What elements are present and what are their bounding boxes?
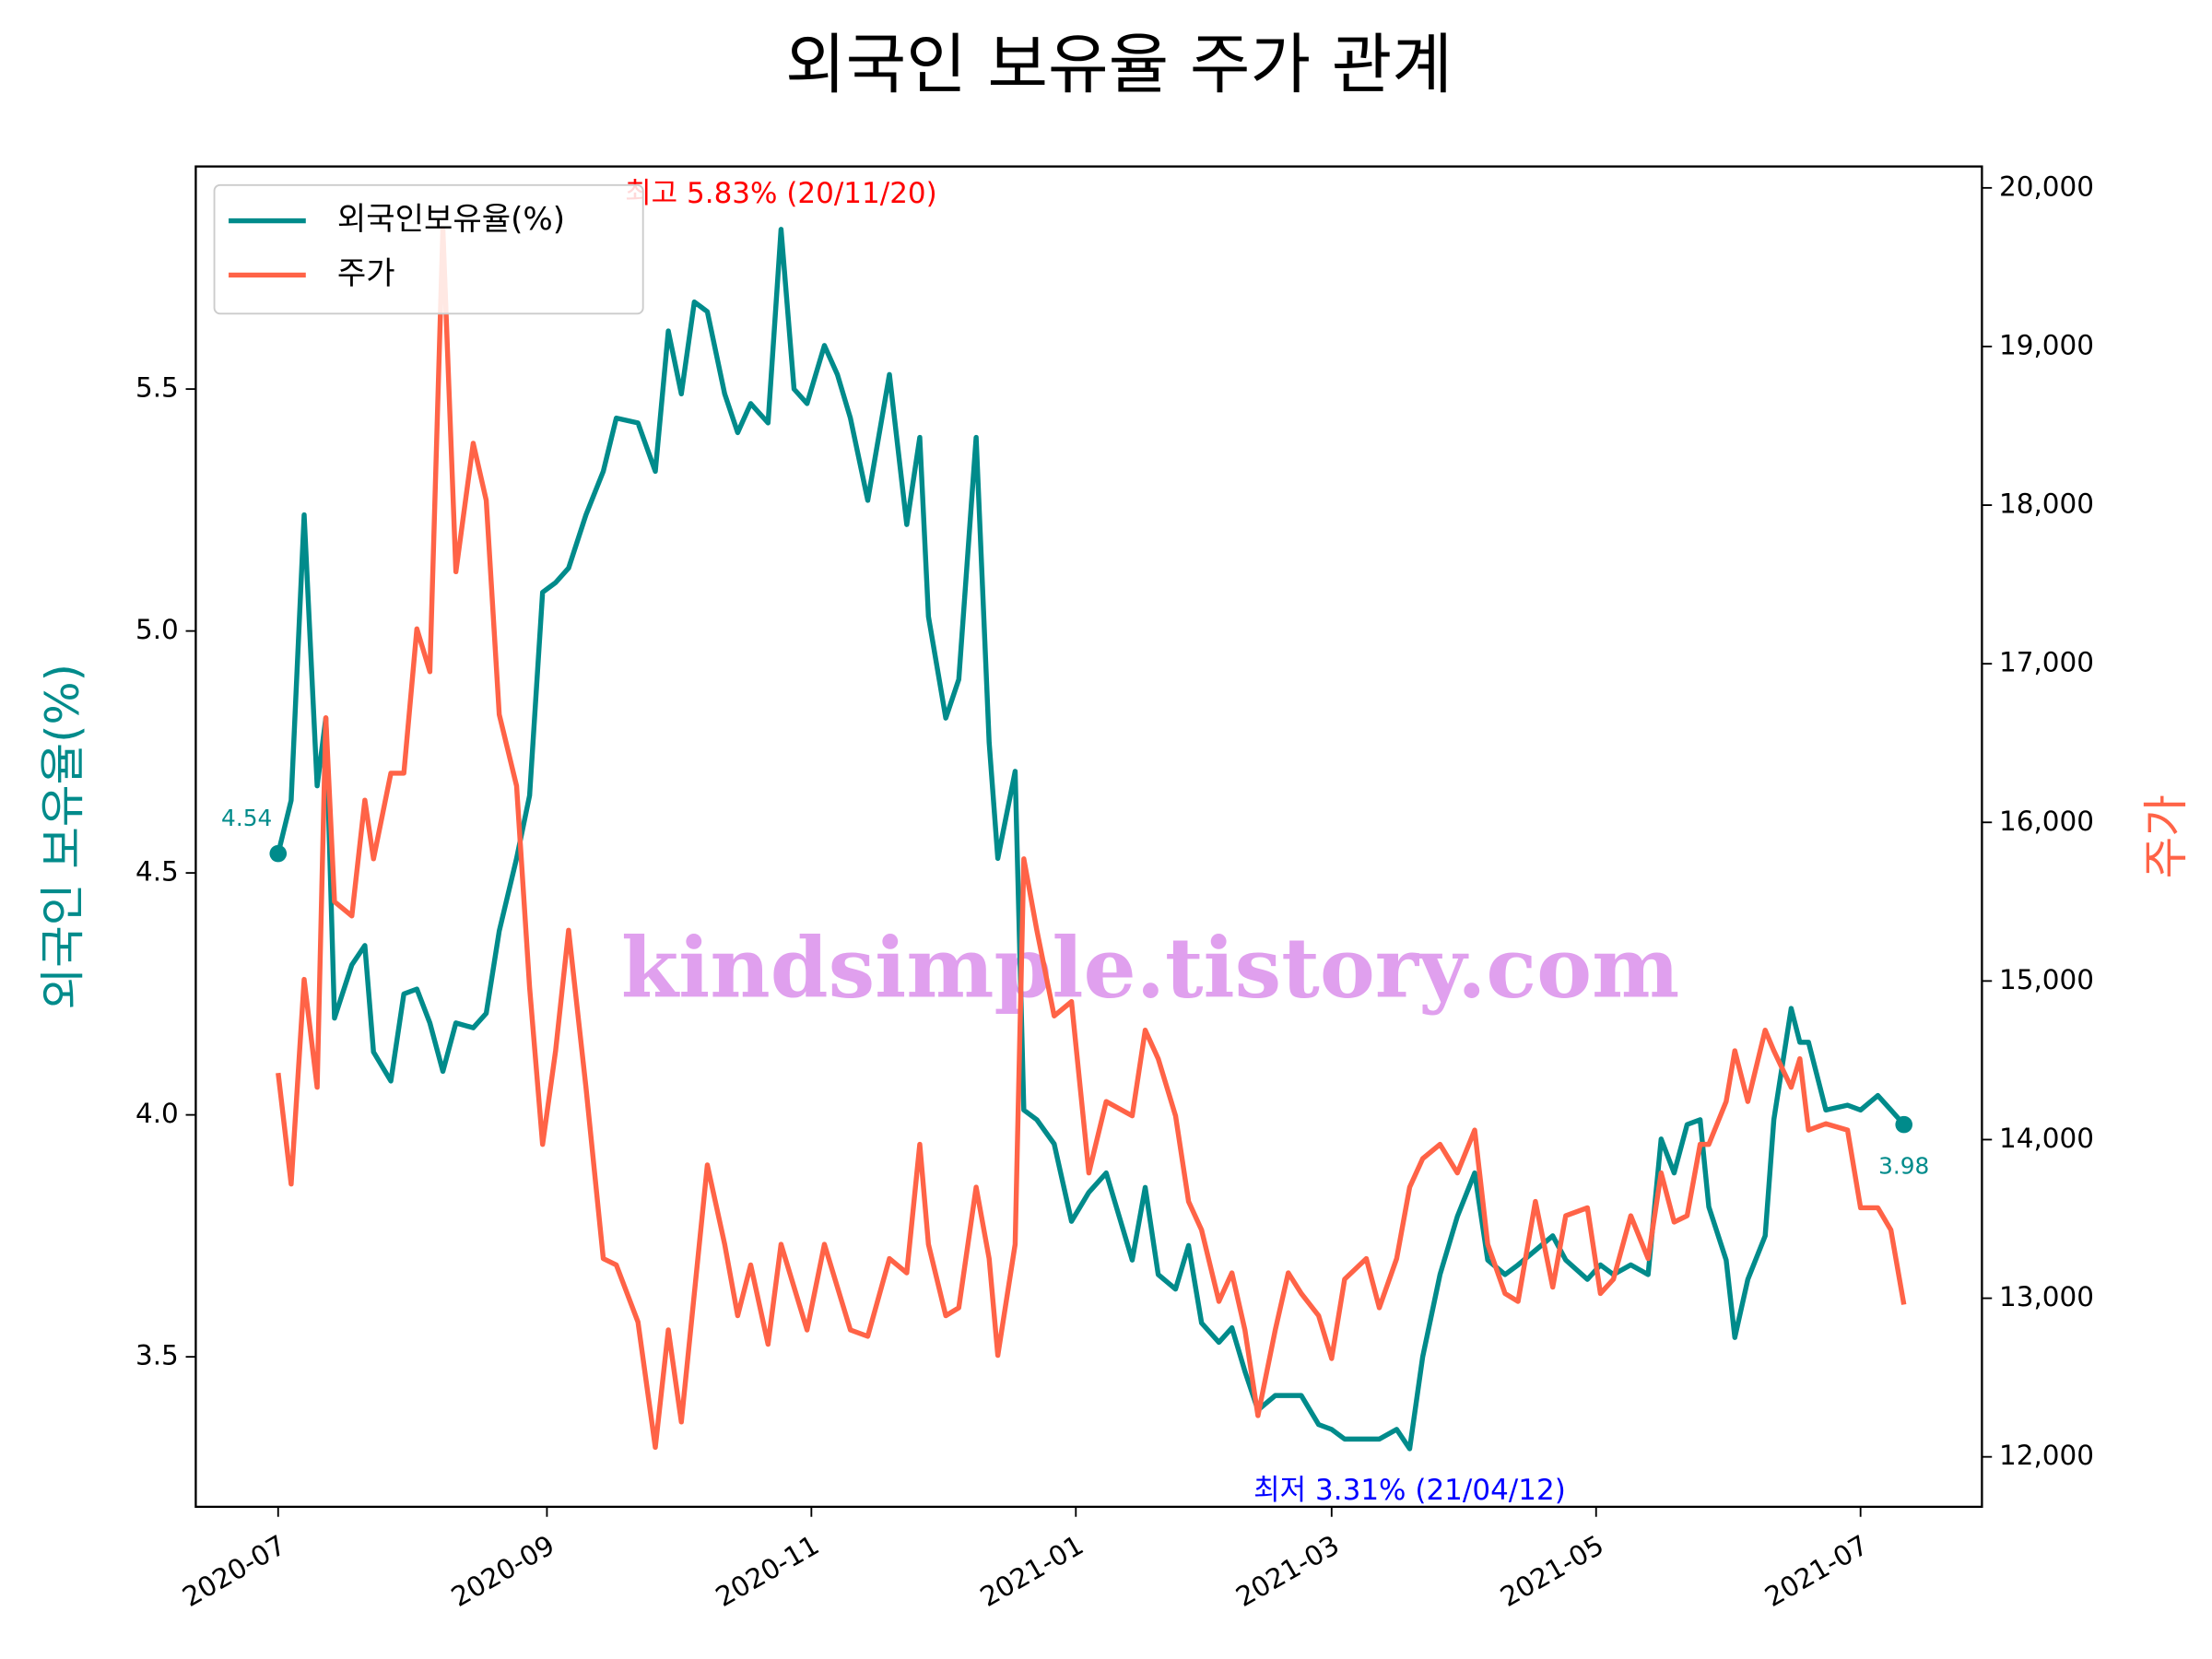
annotation: 4.54: [221, 805, 272, 831]
y2-tick-label: 19,000: [1999, 329, 2094, 360]
chart-title: 외국인 보유율 주가 관계: [785, 27, 1453, 103]
annotation: 3.98: [1878, 1153, 1929, 1180]
y-tick-label: 5.0: [135, 614, 179, 645]
y2-tick-label: 16,000: [1999, 806, 2094, 837]
y2-tick-label: 15,000: [1999, 964, 2094, 995]
legend-box: [213, 183, 644, 315]
legend-label: 외국인보유율(%): [337, 201, 565, 238]
y2-tick-label: 13,000: [1999, 1281, 2094, 1312]
y-tick-label: 4.5: [135, 856, 179, 888]
y-tick-label: 5.5: [135, 372, 179, 404]
point-marker: [1895, 1115, 1913, 1134]
y2-tick-label: 12,000: [1999, 1440, 2094, 1471]
legend: 외국인보유율(%) 주가: [213, 183, 644, 315]
series-line: [276, 226, 1907, 1451]
y-tick-label: 3.5: [135, 1340, 179, 1371]
y2-tick-label: 17,000: [1999, 647, 2094, 678]
point-marker: [269, 844, 288, 863]
y-axis-label: 외국인 보유율(%): [36, 664, 89, 1009]
y2-tick-label: 18,000: [1999, 488, 2094, 520]
legend-label: 주가: [337, 255, 395, 292]
annotation: 최저 3.31% (21/04/12): [1253, 1474, 1566, 1507]
y2-tick-label: 20,000: [1999, 171, 2094, 202]
y-tick-label: 4.0: [135, 1098, 179, 1129]
watermark: kindsimple.tistory.com: [621, 921, 1679, 1018]
y2-axis-label: 주가: [2139, 794, 2193, 878]
plot-frame: [194, 165, 1983, 1509]
y2-tick-label: 14,000: [1999, 1123, 2094, 1154]
annotation: 최고 5.83% (20/11/20): [625, 177, 937, 210]
